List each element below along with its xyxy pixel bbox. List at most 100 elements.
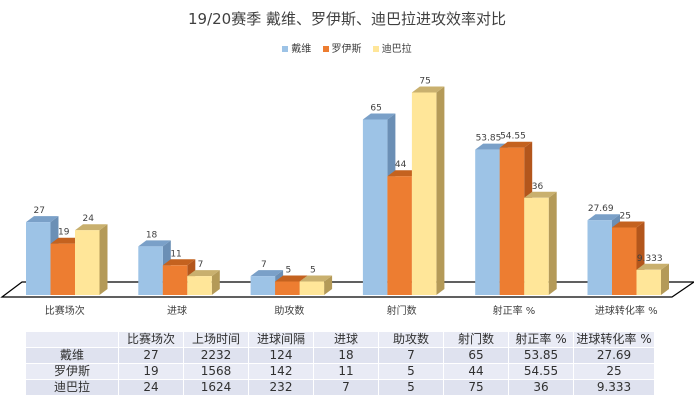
data-label: 18 [146, 230, 158, 240]
table-cell: 进球 [314, 332, 378, 347]
bar-front [362, 119, 388, 295]
table-cell: 27.69 [574, 348, 654, 363]
bar-top [612, 221, 645, 228]
bar-front [475, 149, 500, 295]
bar-front [299, 281, 325, 295]
data-label: 65 [370, 104, 381, 114]
bar-top [636, 263, 669, 270]
bar [299, 275, 333, 295]
x-axis-label: 射正率 % [493, 304, 536, 317]
bar [524, 191, 557, 295]
bar-front [612, 227, 637, 295]
table-cell: 进球转化率 % [574, 332, 654, 347]
table-cell: 上场时间 [184, 332, 248, 347]
x-axis-labels: 比赛场次 进球 助攻数 射门数 射正率 % 进球转化率 % [45, 304, 658, 317]
bar-front [636, 269, 661, 295]
legend-item-reus: 罗伊斯 [322, 40, 362, 55]
table-cell: 44 [444, 364, 508, 379]
bar-front [50, 243, 75, 295]
legend: 戴维 罗伊斯 迪巴拉 [0, 40, 694, 55]
bar-side [324, 275, 333, 295]
bar-front [26, 222, 51, 295]
table-cell: 1624 [184, 380, 248, 395]
data-label: 7 [198, 260, 204, 270]
bar-top [75, 224, 108, 231]
bar-top [475, 143, 508, 150]
table-cell: 36 [509, 380, 573, 395]
legend-swatch-david [282, 46, 289, 52]
table-cell: 65 [444, 348, 508, 363]
bar [187, 270, 220, 295]
table-cell: 7 [314, 380, 378, 395]
chart-title: 19/20赛季 戴维、罗伊斯、迪巴拉进攻效率对比 [188, 10, 506, 28]
bar-top [387, 170, 420, 177]
bar-front [499, 147, 525, 295]
table-cell: 142 [249, 364, 313, 379]
legend-swatch-reus [322, 46, 329, 52]
bar-top [524, 191, 557, 198]
data-label: 5 [285, 266, 291, 276]
table-cell: 1568 [184, 364, 248, 379]
bar-side [661, 263, 669, 295]
table-cell: 5 [379, 364, 443, 379]
bar-front [187, 276, 212, 295]
bar-front [162, 265, 188, 295]
table-row: 迪巴拉 24 1624 232 7 5 75 36 9.333 [26, 380, 654, 395]
bar-front [138, 246, 163, 295]
bar-top [411, 86, 445, 93]
bar-top [138, 240, 171, 247]
bar [75, 224, 108, 295]
x-axis-label: 进球 [167, 304, 187, 317]
table-cell: 射门数 [444, 332, 508, 347]
table-cell: 75 [444, 380, 508, 395]
bar-front [524, 197, 549, 295]
legend-item-dybala: 迪巴拉 [372, 40, 412, 55]
data-label: 53.85 [476, 134, 502, 144]
bar [612, 221, 645, 295]
row-header-cell: 罗伊斯 [26, 364, 118, 379]
bar-front [411, 92, 437, 295]
table-cell: 24 [119, 380, 183, 395]
data-label: 27 [34, 206, 45, 216]
bar-top [275, 275, 308, 282]
bar-front [275, 281, 300, 295]
data-label: 24 [83, 214, 95, 224]
bar [411, 86, 445, 295]
data-label: 25 [620, 212, 631, 222]
table-cell: 2232 [184, 348, 248, 363]
data-table: 比赛场次 上场时间 进球间隔 进球 助攻数 射门数 射正率 % 进球转化率 % 戴维 27 2232… [25, 331, 655, 396]
table-cell: 53.85 [509, 348, 573, 363]
bar-top [299, 275, 333, 282]
table-row: 罗伊斯 19 1568 142 11 5 44 54.55 25 [26, 364, 654, 379]
bar-top [499, 141, 533, 148]
data-label: 75 [419, 77, 430, 87]
bar-side [548, 191, 557, 295]
table-cell: 7 [379, 348, 443, 363]
table-cell: 54.55 [509, 364, 573, 379]
data-label: 11 [170, 249, 181, 259]
bar-front [587, 220, 612, 295]
table-cell: 进球间隔 [249, 332, 313, 347]
data-label: 5 [310, 266, 316, 276]
row-header-cell: 迪巴拉 [26, 380, 118, 395]
bar-top [587, 214, 620, 221]
bar-top [162, 259, 196, 266]
table-row: 戴维 27 2232 124 18 7 65 53.85 27.69 [26, 348, 654, 363]
x-axis-label: 射门数 [387, 304, 417, 317]
data-label: 54.55 [500, 132, 526, 142]
row-header-cell: 戴维 [26, 348, 118, 363]
data-label: 44 [395, 160, 407, 170]
data-label: 19 [58, 228, 70, 238]
legend-label: 罗伊斯 [331, 44, 362, 55]
legend-label: 戴维 [291, 44, 312, 55]
table-cell: 124 [249, 348, 313, 363]
row-header-cell [26, 332, 118, 347]
table-cell: 18 [314, 348, 378, 363]
table-cell: 232 [249, 380, 313, 395]
legend-label: 迪巴拉 [381, 44, 412, 55]
data-label: 27.69 [588, 204, 614, 214]
x-axis-label: 助攻数 [274, 304, 304, 317]
data-label: 9.333 [637, 254, 663, 264]
